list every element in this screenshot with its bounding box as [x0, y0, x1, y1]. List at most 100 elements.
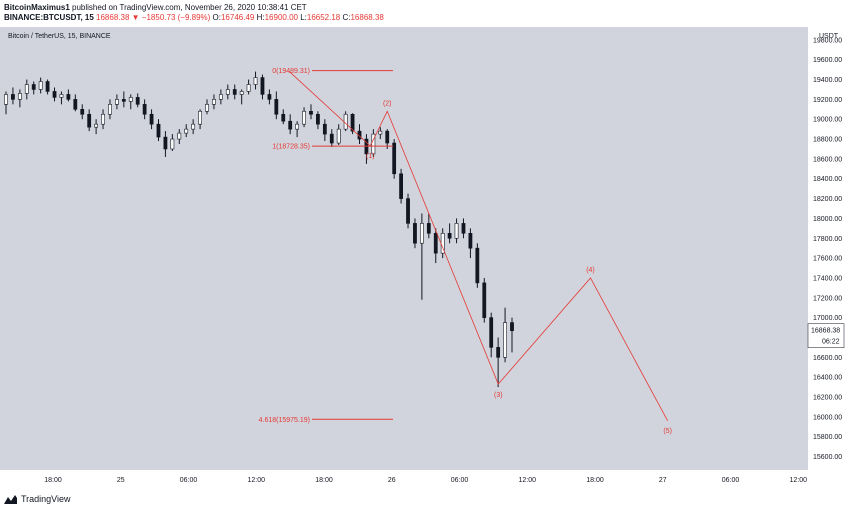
candle-body [87, 113, 92, 128]
open-value: 16746.49 [220, 13, 255, 22]
author-name[interactable]: BitcoinMaximus1 [4, 3, 70, 12]
time-axis[interactable]: 18:00 25 06:00 12:00 18:00 26 06:00 12:00 18:00 2… [44, 477, 807, 484]
candle-body [343, 113, 348, 130]
candle-body [149, 113, 154, 125]
candle-body [322, 123, 327, 135]
candle-body [218, 94, 223, 100]
candle-body [281, 113, 286, 122]
candle-body [260, 77, 265, 95]
candle-body [496, 347, 501, 358]
y-tick-label: 19200.00 [813, 97, 842, 104]
y-tick-label: 15800.00 [813, 434, 842, 441]
current-price-tag: 16868.38 06:22 [807, 323, 845, 348]
x-tick-label: 06:00 [451, 477, 469, 484]
y-tick-label: 16400.00 [813, 375, 842, 382]
candle-body [4, 94, 8, 105]
candle-body [24, 84, 29, 94]
fib-level-label: 0(19489.31) [272, 68, 310, 75]
y-tick-label: 18600.00 [813, 156, 842, 163]
candle-body [267, 94, 272, 100]
tradingview-logo-icon[interactable] [4, 494, 17, 504]
symbol-label: BINANCE:BTCUSDT, 15 [4, 13, 94, 22]
candles-layer [4, 71, 514, 388]
candle-body [454, 223, 459, 239]
candle-body [426, 223, 431, 234]
y-tick-label: 17800.00 [813, 236, 842, 243]
candle-body [11, 94, 15, 100]
candle-body [115, 99, 119, 105]
y-tick-label: 16200.00 [813, 394, 842, 401]
y-tick-label: 18400.00 [813, 176, 842, 183]
candle-body [128, 97, 133, 102]
publish-info: BitcoinMaximus1 published on TradingView… [4, 3, 307, 12]
candle-body [295, 123, 300, 130]
candle-body [191, 123, 196, 130]
wave-label: (1) [366, 153, 375, 160]
candle-body [225, 89, 230, 95]
price-change: −1850.73 (−9.89%) [141, 13, 211, 22]
candle-body [101, 113, 105, 125]
candle-body [108, 104, 112, 115]
candle-body [135, 97, 140, 105]
candle-body [73, 99, 78, 110]
tradingview-brand[interactable]: TradingView [21, 494, 71, 504]
candle-body [350, 113, 355, 132]
currency-label: USDT [819, 33, 839, 40]
candle-body [31, 84, 36, 90]
candle-body [66, 94, 71, 100]
candle-body [163, 136, 168, 150]
last-price: 16868.38 [96, 13, 130, 22]
fib-level-label: 4.618(15975.19) [259, 417, 310, 424]
elliott-wave-layer: (1) (2) (3) (4) (5) [289, 71, 672, 435]
y-tick-label: 18800.00 [813, 137, 842, 144]
price-tag-box [807, 323, 845, 348]
high-value: 16900.00 [264, 13, 298, 22]
y-tick-label: 16000.00 [813, 414, 842, 421]
publish-date: published on TradingView.com, November 2… [72, 3, 307, 12]
candle-body [246, 84, 251, 92]
candle-body [205, 104, 209, 112]
candle-body [239, 91, 244, 95]
candle-body [468, 233, 473, 249]
candle-body [198, 110, 202, 125]
candle-body [461, 223, 466, 234]
y-tick-label: 18000.00 [813, 216, 842, 223]
candle-body [489, 317, 494, 348]
candle-body [482, 282, 487, 318]
wave-label: (3) [494, 392, 503, 399]
ohlc-legend: BINANCE:BTCUSDT, 15 16868.38 ▼ −1850.73 … [4, 13, 384, 22]
candle-body [336, 128, 341, 144]
candle-body [170, 138, 175, 150]
x-tick-label: 18:00 [586, 477, 604, 484]
candle-body [17, 93, 22, 100]
fib-levels-layer: 0(19489.31) 1(18728.35) 4.618(15975.19) [259, 68, 393, 424]
y-tick-label: 19800.00 [813, 37, 842, 44]
wave-path [289, 71, 668, 421]
x-tick-label: 25 [117, 477, 125, 484]
candle-body [156, 123, 161, 138]
low-label: L: [300, 13, 307, 22]
candle-body [288, 120, 293, 130]
price-axis[interactable]: 15600.00 15800.00 16000.00 16200.00 16400.00… [813, 37, 842, 461]
y-tick-label: 17600.00 [813, 256, 842, 263]
open-label: O: [212, 13, 221, 22]
x-tick-label: 06:00 [722, 477, 740, 484]
close-value: 16868.38 [350, 13, 384, 22]
close-label: C: [342, 13, 351, 22]
y-tick-label: 19400.00 [813, 77, 842, 84]
candle-body [378, 130, 383, 135]
y-tick-label: 17200.00 [813, 295, 842, 302]
candle-body [399, 173, 403, 199]
candle-body [406, 198, 410, 224]
candle-body [142, 104, 147, 115]
x-tick-label: 26 [388, 477, 396, 484]
candle-body [253, 77, 258, 85]
plot-area[interactable] [0, 27, 808, 470]
y-tick-label: 18200.00 [813, 196, 842, 203]
wave-label: (2) [383, 100, 392, 107]
low-value: 16652.18 [306, 13, 341, 22]
candle-body [433, 233, 438, 254]
candle-body [38, 81, 43, 90]
candle-body [94, 123, 99, 128]
